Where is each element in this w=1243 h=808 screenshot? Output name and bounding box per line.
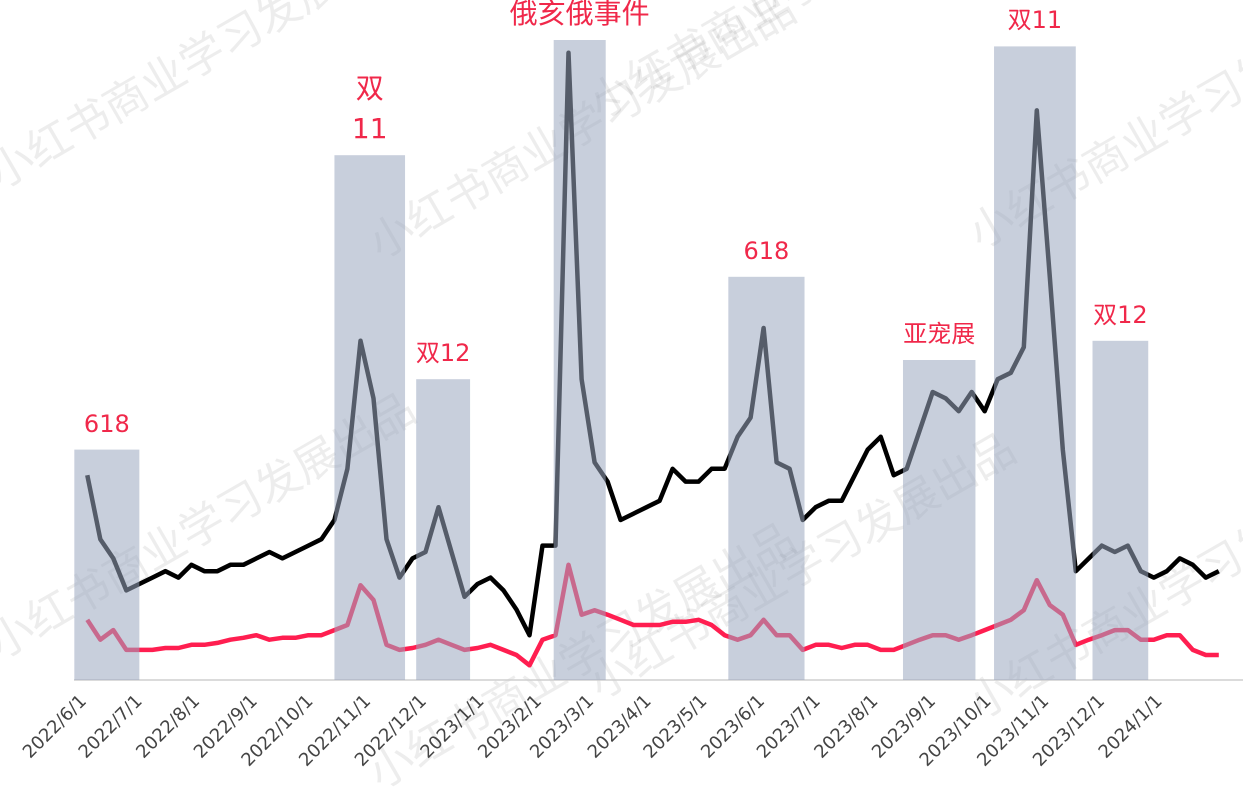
- x-tick-label: 2024/1/1: [1095, 691, 1167, 763]
- highlight-band: [334, 155, 406, 680]
- band-label: 亚宠展: [903, 320, 976, 348]
- band-label: 俄亥俄事件: [509, 0, 650, 30]
- band-label: 双11: [1007, 6, 1063, 35]
- highlight-band: [74, 449, 140, 680]
- highlight-band: [994, 46, 1076, 680]
- highlight-band: [1092, 340, 1149, 680]
- band-label: 618: [743, 236, 790, 265]
- highlight-band: [902, 360, 976, 680]
- band-label: 双12: [415, 339, 471, 368]
- band-label: 618: [83, 409, 130, 438]
- highlight-band: [728, 276, 805, 680]
- band-label: 双 11: [351, 72, 388, 146]
- highlight-band: [553, 40, 606, 680]
- highlight-band: [416, 379, 471, 680]
- band-label: 双12: [1093, 300, 1148, 329]
